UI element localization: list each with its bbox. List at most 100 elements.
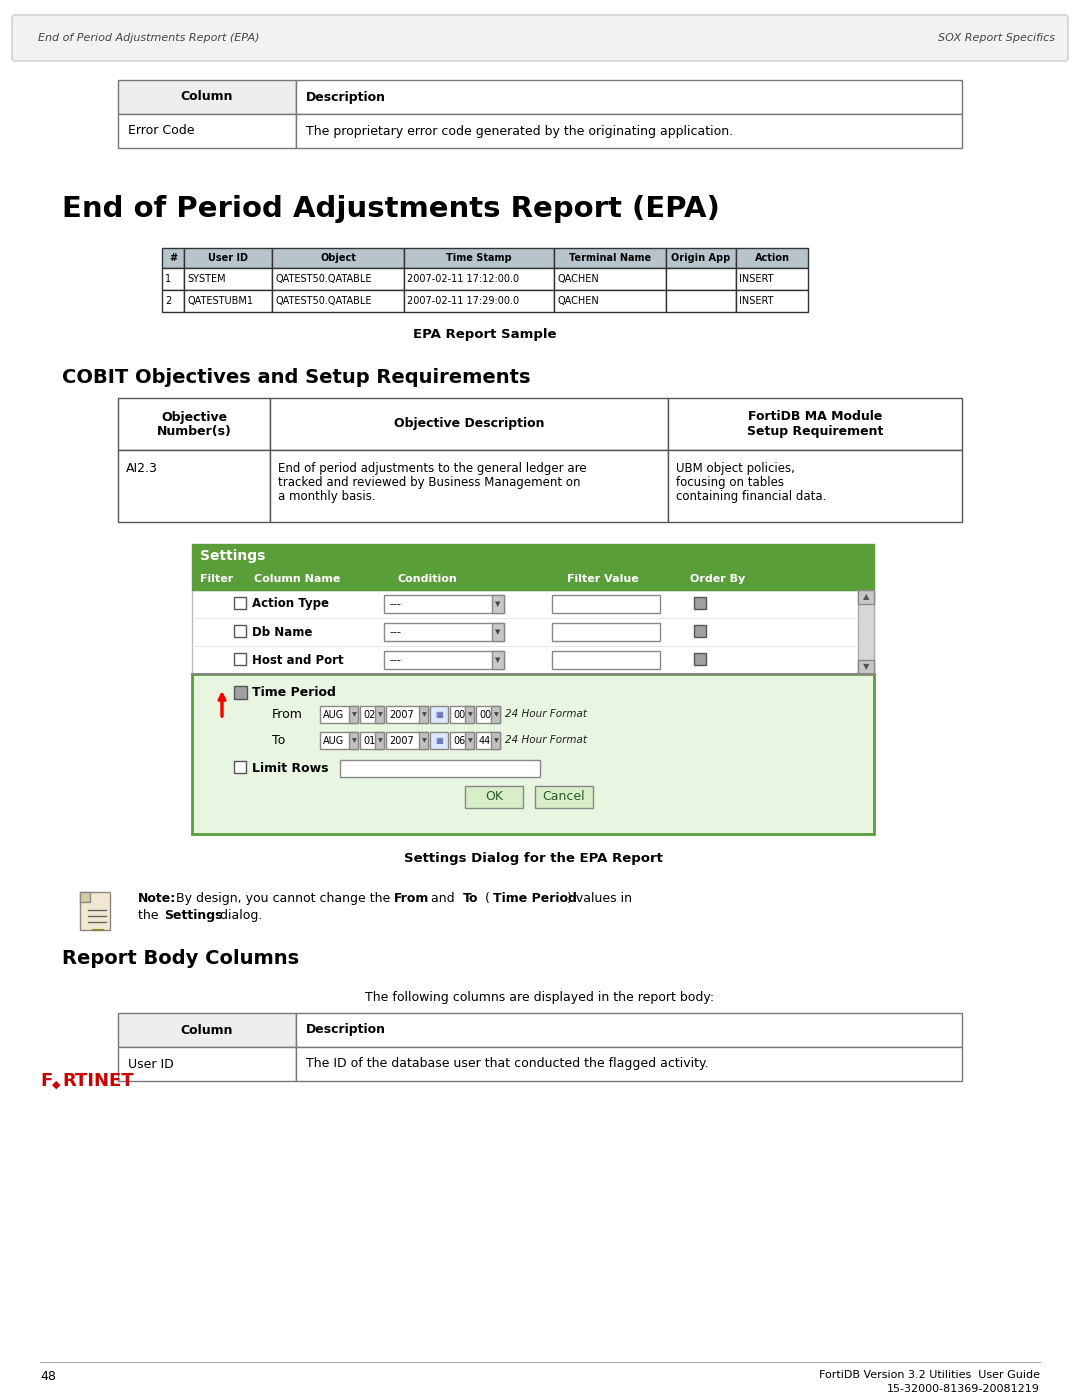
Bar	[404, 249, 554, 268]
Text: Settings: Settings	[200, 549, 266, 563]
Text: By design, you cannot change the: By design, you cannot change the	[176, 893, 394, 905]
Bar	[184, 291, 272, 312]
Text: Terminal Name: Terminal Name	[569, 253, 651, 263]
Text: QACHEN: QACHEN	[557, 296, 598, 306]
Bar	[858, 659, 874, 673]
Bar	[296, 1046, 962, 1081]
Text: 44: 44	[480, 735, 491, 746]
Text: ---: ---	[389, 599, 401, 609]
Text: 48: 48	[40, 1370, 56, 1383]
Text: RTINET: RTINET	[62, 1071, 134, 1090]
Text: Settings: Settings	[164, 909, 222, 922]
Text: Action: Action	[755, 253, 789, 263]
Bar	[465, 787, 523, 807]
Bar	[669, 450, 962, 522]
Text: Column: Column	[180, 1024, 233, 1037]
Text: ▲: ▲	[863, 592, 869, 602]
Bar	[340, 760, 540, 777]
Bar	[554, 291, 666, 312]
Text: 1: 1	[165, 274, 171, 284]
Bar	[320, 705, 357, 724]
Text: Setup Requirement: Setup Requirement	[746, 425, 883, 437]
Text: The following columns are displayed in the report body:: The following columns are displayed in t…	[365, 990, 715, 1004]
Bar	[184, 249, 272, 268]
Text: Limit Rows: Limit Rows	[252, 761, 328, 774]
Bar	[375, 732, 384, 749]
Bar	[735, 291, 808, 312]
Text: 06: 06	[453, 735, 465, 746]
Bar	[465, 705, 474, 724]
Bar	[296, 80, 962, 115]
Text: (: (	[481, 893, 490, 905]
Bar	[491, 705, 500, 724]
Text: QATEST50.QATABLE: QATEST50.QATABLE	[275, 296, 372, 306]
Text: Time Period: Time Period	[492, 893, 577, 905]
Text: ▼: ▼	[468, 738, 472, 743]
Bar	[404, 291, 554, 312]
Bar	[450, 705, 474, 724]
Bar	[666, 268, 735, 291]
Text: #: #	[168, 253, 177, 263]
Text: containing financial data.: containing financial data.	[676, 490, 826, 503]
Text: Description: Description	[306, 91, 386, 103]
Text: ▦: ▦	[435, 736, 443, 745]
Text: Order By: Order By	[690, 574, 745, 584]
Bar	[296, 1013, 962, 1046]
Bar	[272, 268, 404, 291]
Bar	[192, 673, 874, 834]
Text: Origin App: Origin App	[672, 253, 731, 263]
Bar	[384, 651, 504, 669]
Text: 2007: 2007	[389, 735, 414, 746]
Text: F: F	[40, 1071, 52, 1090]
FancyBboxPatch shape	[12, 15, 1068, 61]
Text: End of Period Adjustments Report (EPA): End of Period Adjustments Report (EPA)	[62, 196, 720, 224]
Bar	[118, 398, 270, 450]
Bar	[162, 291, 184, 312]
Text: From: From	[272, 707, 302, 721]
Bar	[735, 268, 808, 291]
Text: Cancel: Cancel	[542, 791, 585, 803]
Text: 00: 00	[480, 710, 491, 719]
Text: ▼: ▼	[352, 738, 356, 743]
Bar	[694, 624, 706, 637]
Text: Object: Object	[320, 253, 356, 263]
Text: AUG: AUG	[323, 710, 345, 719]
Text: Error Code: Error Code	[129, 124, 194, 137]
Text: Column: Column	[180, 91, 233, 103]
Bar	[80, 893, 90, 902]
Text: Host and Port: Host and Port	[252, 654, 343, 666]
Text: ▼: ▼	[421, 738, 427, 743]
Bar	[118, 115, 296, 148]
Text: AI2.3: AI2.3	[126, 462, 158, 475]
Bar	[118, 1013, 296, 1046]
Text: The ID of the database user that conducted the flagged activity.: The ID of the database user that conduct…	[306, 1058, 708, 1070]
Bar	[192, 590, 874, 673]
Bar	[552, 623, 660, 641]
Bar	[476, 705, 500, 724]
Bar	[404, 268, 554, 291]
Text: Time Stamp: Time Stamp	[446, 253, 512, 263]
Bar	[349, 732, 357, 749]
Text: ▼: ▼	[421, 712, 427, 717]
Text: FËRTINET: FËRTINET	[37, 1003, 43, 1004]
Text: The proprietary error code generated by the originating application.: The proprietary error code generated by …	[306, 124, 733, 137]
Text: Action Type: Action Type	[252, 598, 329, 610]
Bar	[270, 398, 669, 450]
Text: SYSTEM: SYSTEM	[187, 274, 226, 284]
Text: ▼: ▼	[378, 738, 382, 743]
Bar	[419, 732, 428, 749]
Text: ---: ---	[389, 655, 401, 665]
Bar	[349, 705, 357, 724]
Text: focusing on tables: focusing on tables	[676, 476, 784, 489]
Bar	[272, 249, 404, 268]
Text: User ID: User ID	[129, 1058, 174, 1070]
Bar	[694, 652, 706, 665]
Bar	[735, 249, 808, 268]
Bar	[234, 652, 246, 665]
Text: Db Name: Db Name	[252, 626, 312, 638]
Text: 15-32000-81369-20081219: 15-32000-81369-20081219	[887, 1384, 1040, 1394]
Text: Description: Description	[306, 1024, 386, 1037]
Text: ◆: ◆	[52, 1080, 60, 1090]
Bar	[535, 787, 593, 807]
Text: INSERT: INSERT	[739, 274, 773, 284]
